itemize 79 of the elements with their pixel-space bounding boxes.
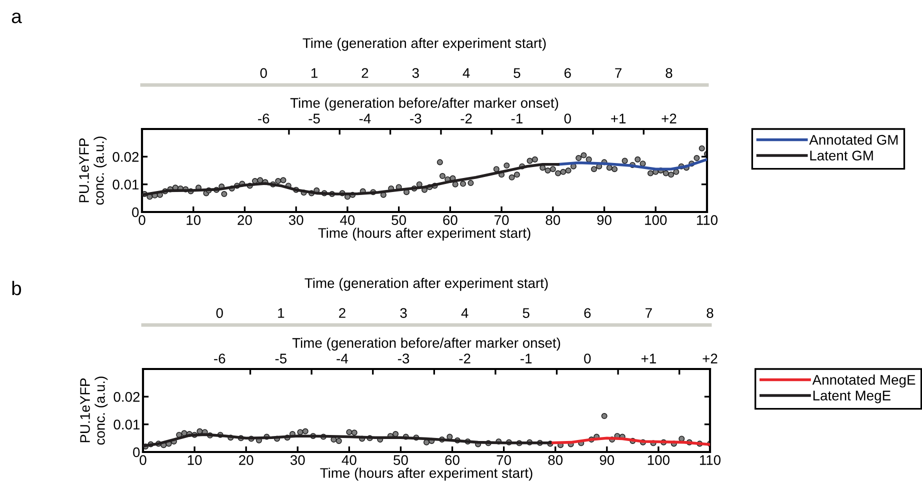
y-axis-title: PU.1eYFP conc. (a.u.) bbox=[79, 136, 107, 205]
x-tick-label: 20 bbox=[238, 215, 252, 225]
x-tick-label: 80 bbox=[548, 455, 563, 465]
x-axis-title: Time (hours after experiment start) bbox=[318, 228, 530, 241]
text: 1 bbox=[278, 308, 284, 318]
x-tick-label: 70 bbox=[494, 215, 509, 225]
x-tick-label: 50 bbox=[394, 455, 408, 465]
text: 1 bbox=[311, 68, 318, 78]
x-tick-label: 60 bbox=[445, 455, 460, 465]
x2-tick-label: -5 bbox=[275, 354, 287, 364]
legend-label: Latent GM bbox=[810, 150, 873, 160]
y-tick-label: 0.02 bbox=[114, 392, 140, 402]
x2-tick-label: -2 bbox=[459, 354, 470, 364]
x-tick-label: 20 bbox=[239, 455, 254, 465]
y-tick-label: 0.01 bbox=[112, 180, 139, 190]
x-tick-label: 90 bbox=[597, 215, 612, 225]
x-tick-label: 30 bbox=[288, 215, 304, 225]
x-tick-label: 110 bbox=[696, 215, 718, 225]
text: 7 bbox=[615, 68, 622, 78]
x-tick-label: 10 bbox=[188, 455, 202, 465]
x-axis-title: Time (hours after experiment start) bbox=[320, 468, 532, 481]
text: 6 bbox=[584, 308, 591, 318]
y-axis-title: PU.1eYFP conc. (a.u.) bbox=[80, 376, 108, 445]
x-tick-label: 80 bbox=[546, 215, 560, 225]
x2-tick-label: 0 bbox=[584, 354, 591, 364]
text: 5 bbox=[522, 308, 530, 318]
x-tick-label: 60 bbox=[443, 215, 458, 225]
x2-tick-label: -4 bbox=[359, 114, 371, 124]
x2-axis-title: Time (generation before/after marker onset) bbox=[292, 338, 560, 351]
x-tick-label: 50 bbox=[392, 215, 406, 225]
x2-tick-label: +2 bbox=[662, 114, 676, 124]
text: Time (generation after experiment start) bbox=[302, 38, 546, 51]
y-tick-label: 0 bbox=[133, 447, 140, 458]
x-tick-label: 30 bbox=[290, 455, 305, 465]
y-tick-label: 0.02 bbox=[112, 152, 139, 162]
text: 3 bbox=[412, 68, 419, 78]
x2-tick-label: 0 bbox=[564, 114, 571, 124]
x2-tick-label: +1 bbox=[611, 114, 626, 124]
x2-tick-label: -1 bbox=[520, 354, 532, 364]
x2-tick-label: -6 bbox=[214, 354, 226, 364]
text: 8 bbox=[666, 68, 672, 78]
text: Time (generation after experiment start) bbox=[304, 278, 548, 291]
x2-tick-label: -5 bbox=[308, 114, 320, 124]
x2-tick-label: +2 bbox=[702, 354, 718, 364]
text: 5 bbox=[514, 68, 520, 78]
x2-tick-label: -3 bbox=[398, 354, 410, 364]
x2-tick-label: -3 bbox=[410, 114, 422, 124]
legend-label: Annotated GM bbox=[809, 134, 898, 145]
x-tick-label: 110 bbox=[700, 455, 721, 465]
x2-tick-label: -6 bbox=[258, 114, 270, 124]
text: 0 bbox=[260, 68, 267, 78]
text: 0 bbox=[216, 308, 223, 318]
x-tick-label: 100 bbox=[648, 455, 670, 465]
text: 6 bbox=[564, 68, 571, 78]
x-tick-label: 40 bbox=[340, 215, 355, 225]
x-tick-label: 90 bbox=[600, 455, 614, 465]
text: 2 bbox=[339, 308, 346, 318]
text: 4 bbox=[462, 68, 470, 78]
x-tick-label: 100 bbox=[645, 215, 667, 225]
text: 4 bbox=[461, 308, 468, 318]
y-tick-label: 0.01 bbox=[114, 420, 140, 430]
text: 7 bbox=[646, 308, 652, 318]
legend-label: Latent MegE bbox=[813, 390, 890, 404]
x2-axis-title: Time (generation before/after marker onset) bbox=[290, 98, 558, 111]
x-tick-label: 10 bbox=[186, 215, 201, 225]
x2-tick-label: +1 bbox=[641, 354, 656, 364]
text: 3 bbox=[400, 308, 407, 318]
x2-tick-label: -4 bbox=[336, 354, 348, 364]
text: 2 bbox=[362, 68, 368, 78]
chart-title: b bbox=[12, 280, 22, 296]
chart-title: a bbox=[12, 12, 22, 24]
y-tick-label: 0 bbox=[132, 207, 139, 218]
x-tick-label: 70 bbox=[496, 455, 511, 465]
x2-tick-label: -2 bbox=[460, 114, 472, 124]
legend-label: Annotated MegE bbox=[812, 374, 916, 388]
x2-tick-label: -1 bbox=[511, 114, 522, 124]
x-tick-label: 40 bbox=[342, 455, 356, 465]
text: 8 bbox=[706, 308, 714, 318]
x-tick-label: 0 bbox=[140, 455, 146, 465]
